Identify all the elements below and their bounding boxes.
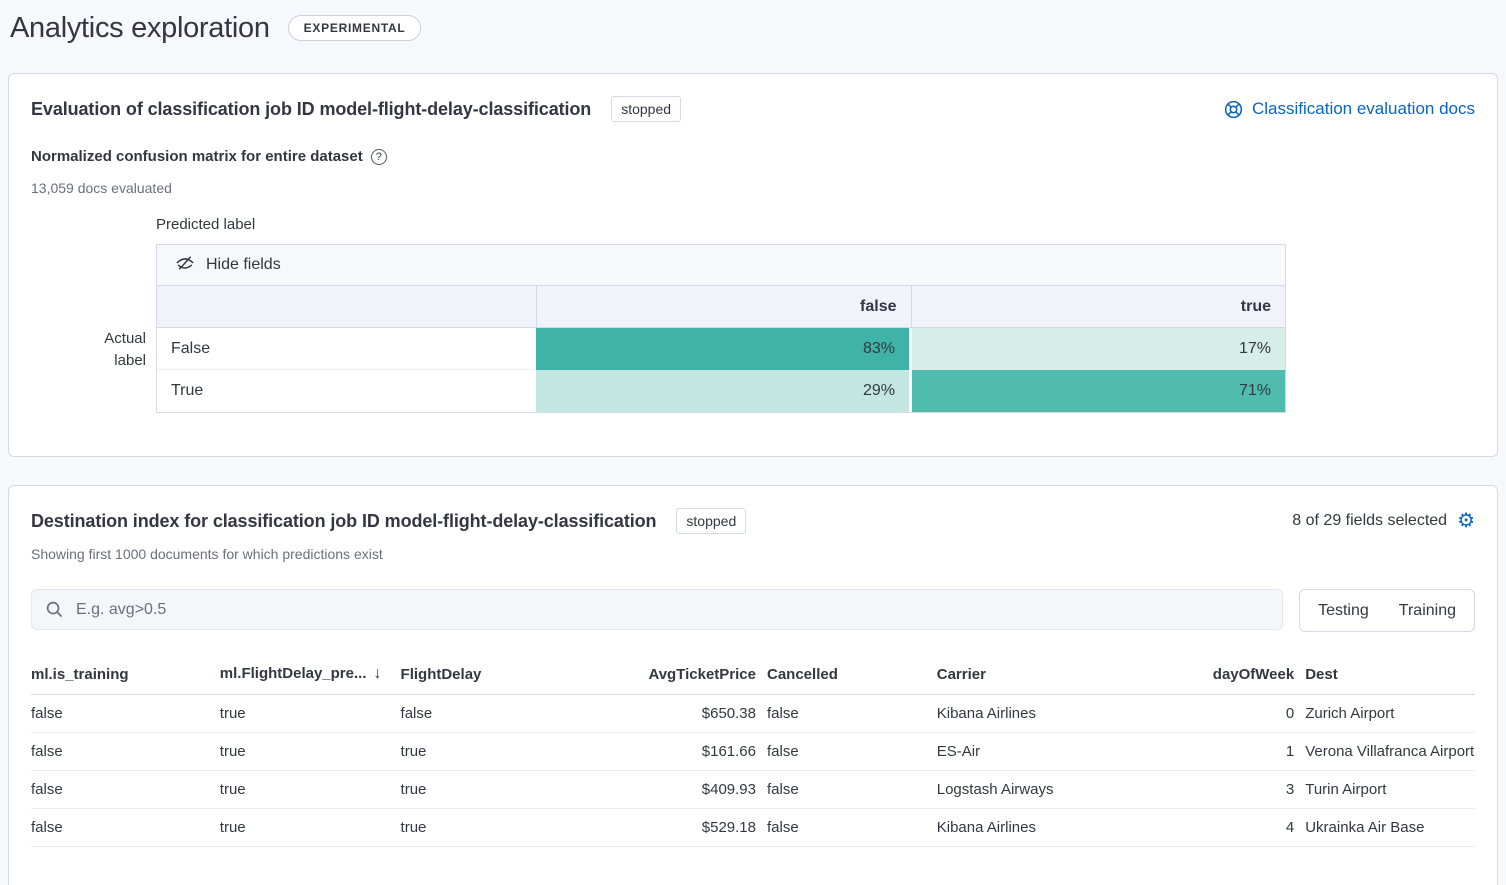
- sort-desc-icon: ↓: [374, 665, 382, 683]
- training-filter-button-group: Testing Training: [1299, 589, 1475, 632]
- search-input[interactable]: [31, 589, 1283, 630]
- cell-carrier: Kibana Airlines: [937, 809, 1208, 847]
- training-filter-button[interactable]: Training: [1384, 590, 1471, 631]
- confusion-matrix-subtitle: Normalized confusion matrix for entire d…: [31, 148, 363, 165]
- matrix-corner-cell: [157, 286, 536, 327]
- cell-cancelled: false: [756, 809, 937, 847]
- confusion-matrix: Hide fields false true False 83% 17% Tru…: [156, 244, 1286, 413]
- cell-cancelled: false: [756, 695, 937, 733]
- cell-dest: Verona Villafranca Airport: [1294, 733, 1475, 771]
- matrix-row-label: False: [157, 328, 536, 370]
- evaluation-panel-title: Evaluation of classification job ID mode…: [31, 99, 591, 120]
- job-status-badge: stopped: [676, 508, 746, 534]
- matrix-cell-true-false: 29%: [536, 370, 909, 412]
- cell-ml-is-training: false: [31, 771, 220, 809]
- search-row: Testing Training: [31, 589, 1475, 632]
- fields-selected-count: 8 of 29 fields selected: [1292, 512, 1447, 530]
- evaluation-panel: Evaluation of classification job ID mode…: [8, 73, 1498, 457]
- matrix-cell-false-false: 83%: [536, 328, 909, 370]
- matrix-row-label: True: [157, 370, 536, 412]
- cell-dayofweek: 0: [1208, 695, 1294, 733]
- cell-dest: Ukrainka Air Base: [1294, 809, 1475, 847]
- cell-ml-flightdelay-prediction: true: [220, 771, 401, 809]
- hide-fields-label: Hide fields: [206, 256, 281, 274]
- actual-label: Actual label: [31, 328, 146, 372]
- cell-cancelled: false: [756, 771, 937, 809]
- matrix-cell-false-true: 17%: [909, 328, 1285, 370]
- docs-link-label: Classification evaluation docs: [1252, 99, 1475, 119]
- cell-flightdelay: true: [401, 771, 564, 809]
- page-header: Analytics exploration EXPERIMENTAL: [8, 6, 1498, 50]
- cell-ml-is-training: false: [31, 809, 220, 847]
- matrix-col-header-false: false: [536, 286, 911, 327]
- cell-dest: Zurich Airport: [1294, 695, 1475, 733]
- search-box: [31, 589, 1283, 632]
- cell-dayofweek: 4: [1208, 809, 1294, 847]
- destination-panel-subtitle: Showing first 1000 documents for which p…: [31, 546, 1475, 562]
- help-lifering-icon: [1224, 100, 1243, 119]
- classification-evaluation-docs-link[interactable]: Classification evaluation docs: [1224, 99, 1475, 119]
- column-header-ml-is-training[interactable]: ml.is_training: [31, 661, 220, 695]
- cell-avgticketprice: $650.38: [563, 695, 756, 733]
- table-row: false true true $409.93 false Logstash A…: [31, 771, 1475, 809]
- table-row: false true true $529.18 false Kibana Air…: [31, 809, 1475, 847]
- page-title: Analytics exploration: [10, 12, 270, 45]
- results-table-header-row: ml.is_training ml.FlightDelay_pre...↓ Fl…: [31, 661, 1475, 695]
- column-header-ml-flightdelay-prediction[interactable]: ml.FlightDelay_pre...↓: [220, 661, 401, 695]
- cell-flightdelay: true: [401, 733, 564, 771]
- destination-panel-title: Destination index for classification job…: [31, 511, 656, 532]
- confusion-matrix-subtitle-row: Normalized confusion matrix for entire d…: [31, 148, 1475, 165]
- column-header-flightdelay[interactable]: FlightDelay: [401, 661, 564, 695]
- evaluation-panel-header: Evaluation of classification job ID mode…: [31, 96, 1475, 122]
- matrix-row-false: False 83% 17%: [157, 328, 1285, 370]
- cell-carrier: ES-Air: [937, 733, 1208, 771]
- table-row: false true false $650.38 false Kibana Ai…: [31, 695, 1475, 733]
- destination-panel-header: Destination index for classification job…: [31, 508, 1475, 534]
- cell-avgticketprice: $529.18: [563, 809, 756, 847]
- column-header-avgticketprice[interactable]: AvgTicketPrice: [563, 661, 756, 695]
- question-circle-icon[interactable]: ?: [371, 149, 387, 165]
- confusion-matrix-wrap: Predicted label Actual label Hide fields: [31, 216, 1475, 413]
- cell-flightdelay: false: [401, 695, 564, 733]
- matrix-row-true: True 29% 71%: [157, 370, 1285, 412]
- matrix-header-row: false true: [157, 286, 1285, 328]
- cell-dayofweek: 3: [1208, 771, 1294, 809]
- results-table: ml.is_training ml.FlightDelay_pre...↓ Fl…: [31, 661, 1475, 847]
- predicted-label: Predicted label: [156, 216, 1475, 233]
- analytics-exploration-page: Analytics exploration EXPERIMENTAL Evalu…: [0, 0, 1506, 885]
- hide-fields-button[interactable]: Hide fields: [157, 245, 1285, 286]
- eye-closed-icon: [175, 253, 195, 278]
- cell-dayofweek: 1: [1208, 733, 1294, 771]
- matrix-col-header-true: true: [911, 286, 1286, 327]
- cell-ml-flightdelay-prediction: true: [220, 695, 401, 733]
- cell-ml-is-training: false: [31, 695, 220, 733]
- cell-cancelled: false: [756, 733, 937, 771]
- cell-ml-is-training: false: [31, 733, 220, 771]
- cell-carrier: Kibana Airlines: [937, 695, 1208, 733]
- cell-dest: Turin Airport: [1294, 771, 1475, 809]
- cell-avgticketprice: $161.66: [563, 733, 756, 771]
- cell-carrier: Logstash Airways: [937, 771, 1208, 809]
- cell-avgticketprice: $409.93: [563, 771, 756, 809]
- experimental-badge: EXPERIMENTAL: [288, 15, 422, 41]
- column-header-cancelled[interactable]: Cancelled: [756, 661, 937, 695]
- cell-ml-flightdelay-prediction: true: [220, 733, 401, 771]
- job-status-badge: stopped: [611, 96, 681, 122]
- docs-evaluated-count: 13,059 docs evaluated: [31, 180, 1475, 196]
- column-header-dayofweek[interactable]: dayOfWeek: [1208, 661, 1294, 695]
- testing-filter-button[interactable]: Testing: [1303, 590, 1384, 631]
- column-header-dest[interactable]: Dest: [1294, 661, 1475, 695]
- matrix-cell-true-true: 71%: [909, 370, 1285, 412]
- destination-index-panel: Destination index for classification job…: [8, 485, 1498, 885]
- gear-icon[interactable]: ⚙: [1457, 511, 1475, 531]
- table-row: false true true $161.66 false ES-Air 1 V…: [31, 733, 1475, 771]
- cell-flightdelay: true: [401, 809, 564, 847]
- cell-ml-flightdelay-prediction: true: [220, 809, 401, 847]
- column-header-carrier[interactable]: Carrier: [937, 661, 1208, 695]
